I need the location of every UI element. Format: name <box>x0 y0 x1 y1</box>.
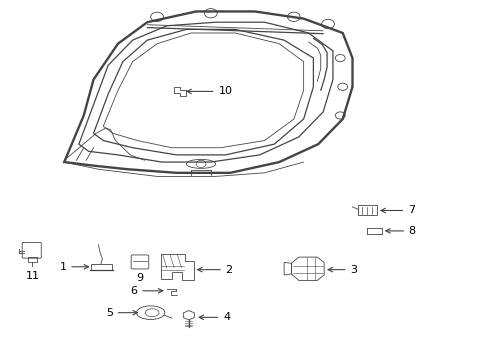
Text: 10: 10 <box>219 86 233 96</box>
Text: 3: 3 <box>350 265 357 275</box>
Text: 11: 11 <box>25 271 40 282</box>
Text: 5: 5 <box>106 308 113 318</box>
Bar <box>358 205 377 215</box>
Text: 7: 7 <box>408 206 415 216</box>
Text: 1: 1 <box>60 262 67 272</box>
Text: 2: 2 <box>225 265 233 275</box>
Text: 9: 9 <box>136 273 144 283</box>
Text: 4: 4 <box>223 312 230 322</box>
Text: 6: 6 <box>130 286 138 296</box>
Bar <box>27 257 37 262</box>
Text: 8: 8 <box>409 226 416 236</box>
